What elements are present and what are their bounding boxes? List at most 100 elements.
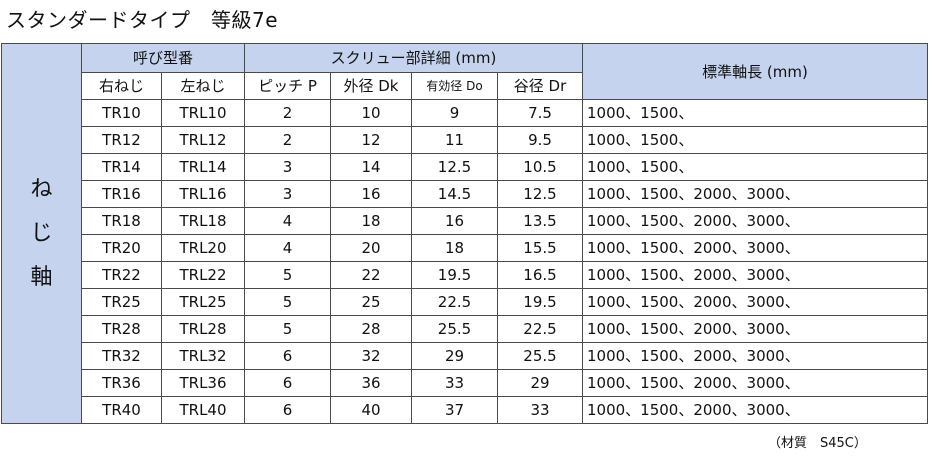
cell-standard-lengths: 1000、1500、 <box>582 99 928 127</box>
cell-left-thread: TRL28 <box>161 315 245 343</box>
screw-group-header: スクリュー部詳細 (mm) <box>244 43 583 73</box>
table-row: TR12 TRL12 2 12 11 9.5 1000、1500、 <box>2 126 928 154</box>
table-row: TR28 TRL28 5 28 25.5 22.5 1000、1500、2000、3000、 <box>2 315 928 343</box>
cell-right-thread: TR32 <box>81 342 162 370</box>
cell-effective-diameter: 11 <box>411 126 498 154</box>
cell-root-diameter: 7.5 <box>497 99 583 127</box>
header-row-columns: 右ねじ 左ねじ ピッチ P 外径 Dk 有効径 Do 谷径 Dr <box>2 72 928 100</box>
page-title: スタンダードタイプ 等級7e <box>6 8 279 32</box>
cell-outer-diameter: 36 <box>330 369 412 397</box>
material-note: （材質 S45C） <box>768 436 867 451</box>
cell-effective-diameter: 22.5 <box>411 288 498 316</box>
column-header-right-thread: 右ねじ <box>81 72 162 100</box>
spec-table: ね じ 軸 呼び型番 スクリュー部詳細 (mm) 標準軸長 (mm) 右ねじ 左… <box>1 43 928 424</box>
column-header-root-diameter: 谷径 Dr <box>497 72 583 100</box>
cell-outer-diameter: 20 <box>330 234 412 262</box>
column-header-effective-diameter: 有効径 Do <box>411 72 498 100</box>
cell-left-thread: TRL12 <box>161 126 245 154</box>
cell-standard-lengths: 1000、1500、 <box>582 153 928 181</box>
cell-root-diameter: 29 <box>497 369 583 397</box>
cell-outer-diameter: 32 <box>330 342 412 370</box>
cell-outer-diameter: 25 <box>330 288 412 316</box>
cell-left-thread: TRL36 <box>161 369 245 397</box>
cell-standard-lengths: 1000、1500、2000、3000、 <box>582 342 928 370</box>
cell-root-diameter: 10.5 <box>497 153 583 181</box>
table-row: TR20 TRL20 4 20 18 15.5 1000、1500、2000、3000、 <box>2 234 928 262</box>
length-group-header: 標準軸長 (mm) <box>582 43 928 100</box>
cell-standard-lengths: 1000、1500、2000、3000、 <box>582 396 928 424</box>
cell-effective-diameter: 14.5 <box>411 180 498 208</box>
cell-outer-diameter: 22 <box>330 261 412 289</box>
cell-left-thread: TRL25 <box>161 288 245 316</box>
cell-outer-diameter: 12 <box>330 126 412 154</box>
cell-root-diameter: 15.5 <box>497 234 583 262</box>
cell-root-diameter: 13.5 <box>497 207 583 235</box>
cell-standard-lengths: 1000、1500、2000、3000、 <box>582 234 928 262</box>
cell-pitch: 5 <box>244 261 331 289</box>
cell-right-thread: TR25 <box>81 288 162 316</box>
cell-left-thread: TRL10 <box>161 99 245 127</box>
cell-right-thread: TR12 <box>81 126 162 154</box>
cell-pitch: 3 <box>244 180 331 208</box>
cell-effective-diameter: 18 <box>411 234 498 262</box>
cell-outer-diameter: 18 <box>330 207 412 235</box>
cell-left-thread: TRL40 <box>161 396 245 424</box>
cell-right-thread: TR22 <box>81 261 162 289</box>
cell-outer-diameter: 14 <box>330 153 412 181</box>
side-label-cell: ね じ 軸 <box>1 43 82 424</box>
table-row: TR14 TRL14 3 14 12.5 10.5 1000、1500、 <box>2 153 928 181</box>
cell-root-diameter: 25.5 <box>497 342 583 370</box>
cell-pitch: 3 <box>244 153 331 181</box>
cell-standard-lengths: 1000、1500、2000、3000、 <box>582 369 928 397</box>
table-row: TR16 TRL16 3 16 14.5 12.5 1000、1500、2000、3000、 <box>2 180 928 208</box>
cell-effective-diameter: 29 <box>411 342 498 370</box>
cell-effective-diameter: 37 <box>411 396 498 424</box>
cell-root-diameter: 19.5 <box>497 288 583 316</box>
cell-effective-diameter: 25.5 <box>411 315 498 343</box>
cell-pitch: 6 <box>244 369 331 397</box>
cell-effective-diameter: 9 <box>411 99 498 127</box>
cell-pitch: 4 <box>244 234 331 262</box>
cell-standard-lengths: 1000、1500、2000、3000、 <box>582 288 928 316</box>
table-row: TR40 TRL40 6 40 37 33 1000、1500、2000、3000、 <box>2 396 928 424</box>
model-group-header: 呼び型番 <box>81 43 245 73</box>
cell-pitch: 6 <box>244 396 331 424</box>
cell-pitch: 6 <box>244 342 331 370</box>
table-row: TR10 TRL10 2 10 9 7.5 1000、1500、 <box>2 99 928 127</box>
column-header-pitch: ピッチ P <box>244 72 331 100</box>
cell-pitch: 5 <box>244 315 331 343</box>
column-header-outer-diameter: 外径 Dk <box>330 72 412 100</box>
side-label-char: ね <box>30 176 53 202</box>
cell-left-thread: TRL18 <box>161 207 245 235</box>
cell-right-thread: TR18 <box>81 207 162 235</box>
cell-effective-diameter: 16 <box>411 207 498 235</box>
cell-left-thread: TRL22 <box>161 261 245 289</box>
cell-pitch: 2 <box>244 99 331 127</box>
cell-effective-diameter: 33 <box>411 369 498 397</box>
header-row-groups: ね じ 軸 呼び型番 スクリュー部詳細 (mm) 標準軸長 (mm) <box>1 43 928 424</box>
cell-outer-diameter: 28 <box>330 315 412 343</box>
side-label-char: じ <box>30 220 53 246</box>
cell-right-thread: TR40 <box>81 396 162 424</box>
cell-left-thread: TRL14 <box>161 153 245 181</box>
cell-root-diameter: 16.5 <box>497 261 583 289</box>
cell-right-thread: TR20 <box>81 234 162 262</box>
cell-left-thread: TRL20 <box>161 234 245 262</box>
cell-root-diameter: 12.5 <box>497 180 583 208</box>
cell-standard-lengths: 1000、1500、 <box>582 126 928 154</box>
cell-effective-diameter: 12.5 <box>411 153 498 181</box>
cell-standard-lengths: 1000、1500、2000、3000、 <box>582 315 928 343</box>
table-row: TR25 TRL25 5 25 22.5 19.5 1000、1500、2000、3000、 <box>2 288 928 316</box>
table-row: TR22 TRL22 5 22 19.5 16.5 1000、1500、2000、3000、 <box>2 261 928 289</box>
table-row: TR32 TRL32 6 32 29 25.5 1000、1500、2000、3000、 <box>2 342 928 370</box>
column-header-left-thread: 左ねじ <box>161 72 245 100</box>
cell-left-thread: TRL32 <box>161 342 245 370</box>
cell-right-thread: TR16 <box>81 180 162 208</box>
cell-outer-diameter: 10 <box>330 99 412 127</box>
cell-standard-lengths: 1000、1500、2000、3000、 <box>582 261 928 289</box>
cell-root-diameter: 22.5 <box>497 315 583 343</box>
cell-right-thread: TR28 <box>81 315 162 343</box>
cell-effective-diameter: 19.5 <box>411 261 498 289</box>
cell-root-diameter: 9.5 <box>497 126 583 154</box>
cell-root-diameter: 33 <box>497 396 583 424</box>
